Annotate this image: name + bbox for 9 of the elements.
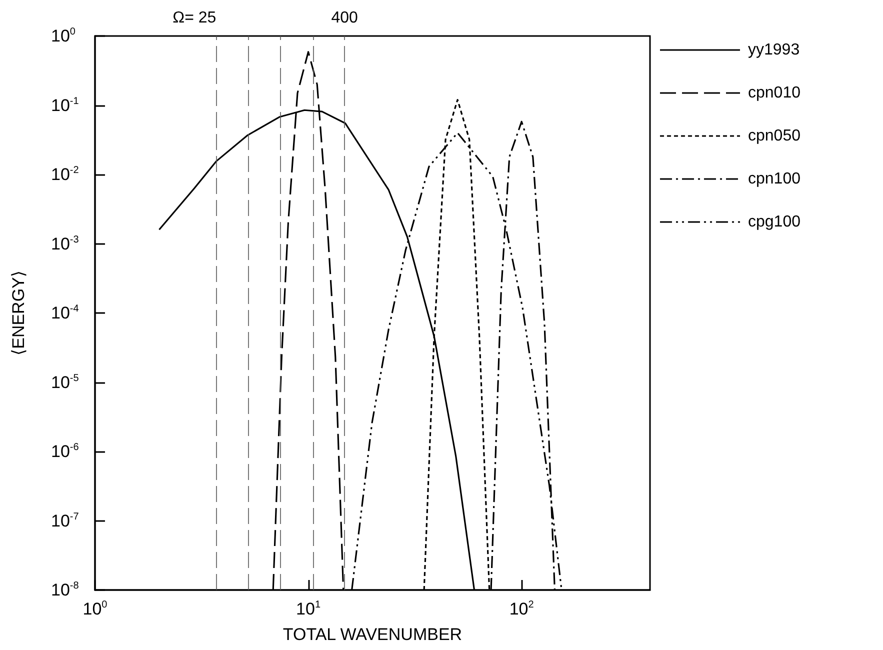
x-axis-title: TOTAL WAVENUMBER bbox=[282, 625, 462, 644]
y-axis-title: ⟨ENERGY⟩ bbox=[9, 270, 28, 356]
legend-label: yy1993 bbox=[748, 42, 800, 58]
legend-label: cpn010 bbox=[748, 84, 801, 102]
legend-label: cpn050 bbox=[748, 128, 801, 144]
legend-label: cpg100 bbox=[748, 214, 801, 230]
legend-label: cpn100 bbox=[748, 170, 801, 188]
text: Ω= 25 bbox=[172, 10, 216, 26]
text: 400 bbox=[331, 10, 358, 26]
